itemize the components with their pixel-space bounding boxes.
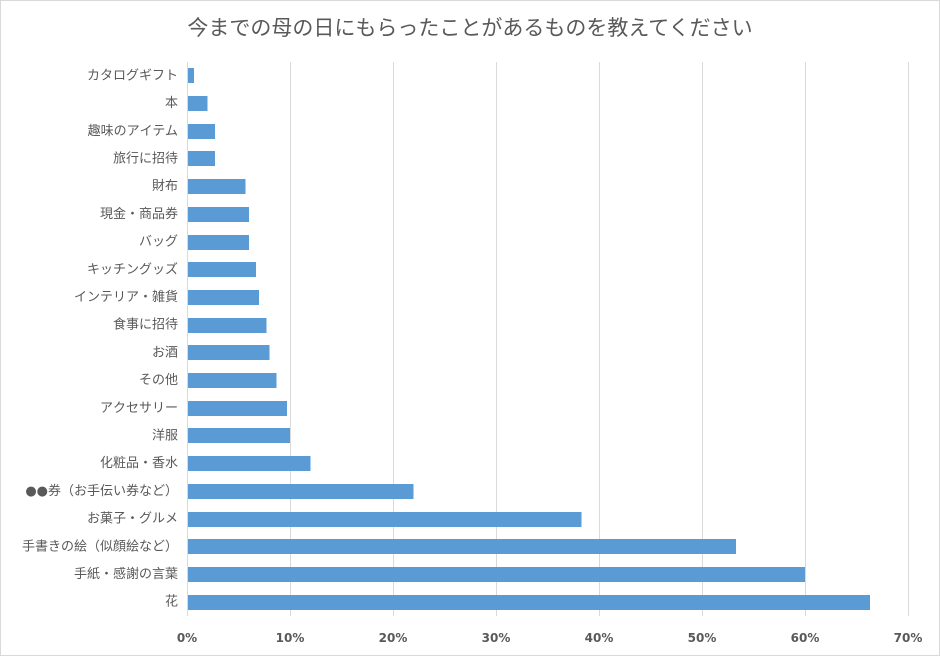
category-label: お菓子・グルメ	[87, 512, 178, 527]
category-label: カタログギフト	[87, 68, 178, 83]
category-label: アクセサリー	[100, 401, 178, 416]
category-bar	[188, 68, 195, 83]
category-bar	[188, 345, 270, 360]
category-bar	[188, 151, 215, 166]
category-bar	[188, 484, 414, 499]
x-axis-tick-labels: 0% 10% 20% 30% 40% 50% 60% 70%	[177, 631, 923, 645]
category-label: 本	[165, 96, 178, 111]
category-bar	[188, 456, 311, 471]
category-bar	[188, 290, 260, 305]
chart-title: 今までの母の日にもらったことがあるものを教えてください	[187, 16, 752, 40]
category-label: 化粧品・香水	[100, 456, 178, 471]
category-label: 洋服	[152, 428, 178, 443]
category-bar	[188, 207, 249, 222]
category-label: 旅行に招待	[113, 151, 178, 166]
category-labels: カタログギフト本趣味のアイテム旅行に招待財布現金・商品券バッグキッチングッズイン…	[22, 68, 178, 609]
category-label: 現金・商品券	[100, 206, 178, 222]
x-tick-label: 40%	[585, 631, 614, 645]
category-label: 花	[165, 594, 178, 610]
category-bar	[188, 124, 215, 139]
category-label: 趣味のアイテム	[88, 124, 178, 139]
category-bar	[188, 401, 287, 416]
category-bar	[188, 96, 208, 111]
x-tick-label: 0%	[177, 631, 197, 645]
category-label: インテリア・雑貨	[74, 289, 178, 305]
x-tick-label: 20%	[379, 631, 408, 645]
x-tick-label: 30%	[482, 631, 511, 645]
category-bar	[188, 512, 582, 527]
category-label: その他	[139, 373, 178, 388]
x-tick-label: 70%	[894, 631, 923, 645]
category-bar	[188, 235, 249, 250]
category-bar	[188, 428, 290, 443]
x-tick-label: 60%	[791, 631, 820, 645]
category-label: キッチングッズ	[87, 261, 178, 277]
category-label: 財布	[152, 179, 178, 194]
bars	[188, 68, 870, 610]
category-bar	[188, 262, 257, 277]
x-tick-label: 10%	[276, 631, 305, 645]
category-label: 手書きの絵（似顔絵など）	[22, 539, 178, 554]
x-tick-label: 50%	[688, 631, 717, 645]
category-bar	[188, 567, 805, 582]
category-bar	[188, 595, 870, 610]
category-bar	[188, 318, 267, 333]
category-label: ●●券（お手伝い券など）	[25, 483, 178, 499]
category-bar	[188, 179, 246, 194]
category-label: 食事に招待	[113, 317, 178, 333]
category-label: 手紙・感謝の言葉	[74, 566, 178, 582]
category-bar	[188, 373, 277, 388]
category-bar	[188, 539, 736, 554]
category-label: バッグ	[139, 235, 178, 250]
category-label: お酒	[152, 345, 178, 360]
